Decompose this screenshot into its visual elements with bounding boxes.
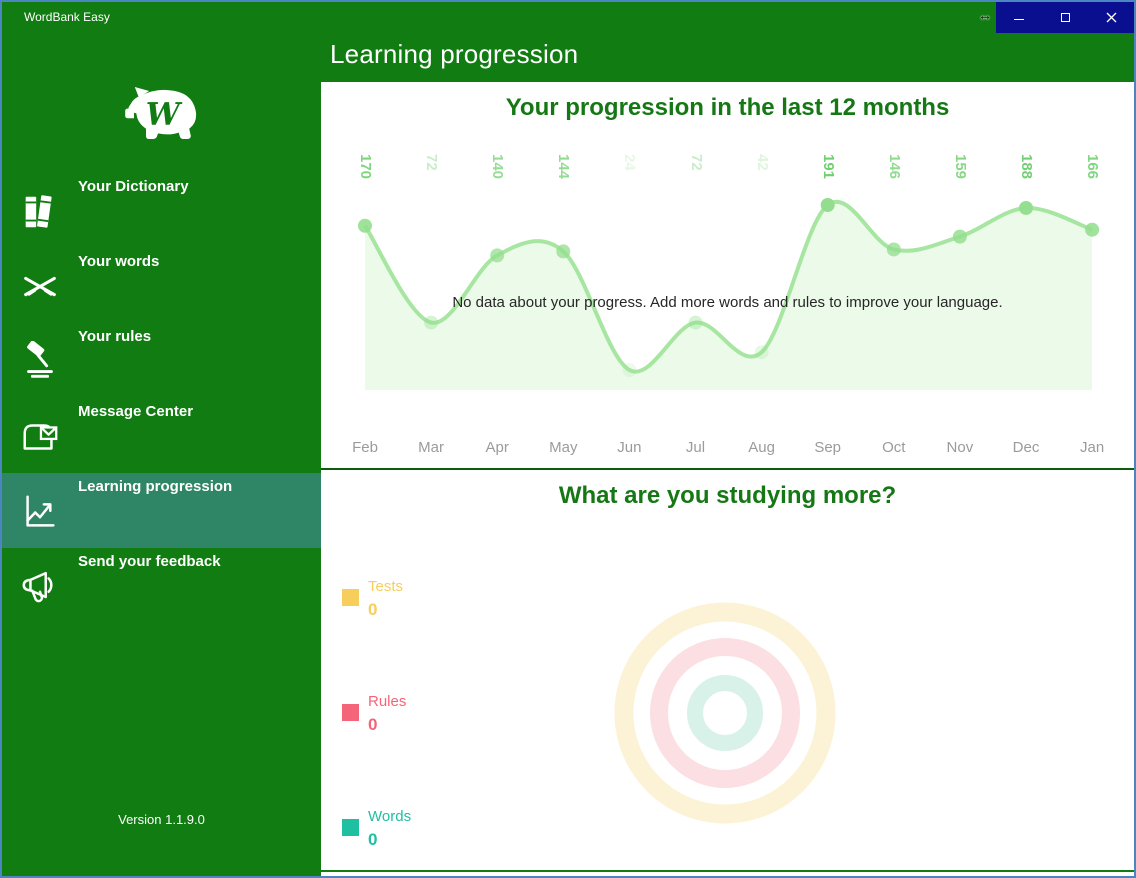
- data-point: [556, 244, 571, 259]
- legend-label: Tests: [368, 578, 404, 595]
- sidebar-item-send-your-feedback[interactable]: Send your feedback: [2, 548, 321, 623]
- data-point: [1019, 200, 1033, 215]
- legend-label: Words: [368, 808, 412, 825]
- study-chart-panel: What are you studying more? Tests 0 Rule…: [321, 470, 1134, 872]
- sidebar-item-message-center[interactable]: Message Center: [2, 398, 321, 473]
- month-label: Aug: [748, 439, 775, 456]
- resize-cursor-icon: ↔: [978, 7, 992, 23]
- legend-value: 0: [368, 600, 378, 619]
- month-label: May: [549, 439, 578, 456]
- line-chart-canvas: [358, 198, 1100, 390]
- sidebar-item-learning-progression[interactable]: Learning progression: [2, 473, 321, 548]
- megaphone-icon: [22, 571, 53, 603]
- month-label: Dec: [1012, 439, 1040, 456]
- data-point: [1085, 222, 1100, 237]
- data-point: [424, 315, 439, 330]
- month-label: Feb: [352, 439, 378, 456]
- progression-chart-panel: Your progression in the last 12 months 1…: [321, 82, 1134, 470]
- maximize-icon: [1060, 13, 1070, 22]
- sidebar-item-your-words[interactable]: Your words: [2, 248, 321, 323]
- chart-value-label: 146: [885, 154, 903, 180]
- close-button[interactable]: [1088, 2, 1134, 33]
- sidebar-item-label: Send your feedback: [78, 553, 221, 570]
- rules-swatch-icon: [342, 704, 359, 721]
- window-controls: [996, 2, 1134, 33]
- chart-value-label: 72: [423, 154, 441, 171]
- legend-value: 0: [368, 830, 378, 849]
- sidebar-nav: Your Dictionary Your words: [2, 173, 321, 623]
- month-label: Oct: [882, 439, 906, 456]
- sidebar-item-your-rules[interactable]: Your rules: [2, 323, 321, 398]
- mailbox-icon: [23, 424, 58, 450]
- sidebar-item-label: Your words: [78, 253, 160, 270]
- tests-swatch-icon: [342, 589, 359, 606]
- month-label: Jan: [1080, 439, 1105, 456]
- line-chart-icon: [26, 495, 55, 527]
- study-doughnut-chart: [614, 602, 836, 824]
- month-label: Jun: [617, 439, 642, 456]
- chart-value-label: 191: [819, 154, 837, 180]
- piggy-bank-logo-icon: W: [124, 87, 196, 139]
- no-data-message: No data about your progress. Add more wo…: [452, 294, 1003, 311]
- month-label: Jul: [685, 439, 706, 456]
- chart-value-label: 140: [489, 154, 507, 180]
- maximize-button[interactable]: [1042, 2, 1088, 33]
- svg-text:W: W: [145, 97, 182, 133]
- month-label: Apr: [485, 439, 509, 456]
- close-icon: [1106, 12, 1116, 23]
- legend-value: 0: [368, 715, 378, 734]
- sidebar-item-label: Learning progression: [78, 478, 233, 495]
- chart-value-label: 42: [753, 154, 771, 171]
- month-label: Sep: [814, 439, 842, 456]
- chart-value-label: 170: [357, 154, 374, 180]
- chart-value-label: 72: [687, 154, 705, 171]
- window-title: WordBank Easy: [24, 10, 110, 24]
- sidebar-item-label: Your rules: [78, 328, 152, 345]
- legend-item-tests: Tests 0: [342, 578, 502, 638]
- data-point: [490, 248, 505, 263]
- app-version: Version 1.1.9.0: [118, 812, 205, 827]
- chart-value-label: 166: [1084, 154, 1102, 180]
- books-icon: [25, 195, 52, 228]
- sidebar-item-your-dictionary[interactable]: Your Dictionary: [2, 173, 321, 248]
- data-point: [952, 229, 967, 244]
- sidebar-item-label: Your Dictionary: [78, 178, 189, 195]
- page-title: Learning progression: [330, 39, 579, 69]
- legend-item-rules: Rules 0: [342, 693, 502, 753]
- chart-value-label: 24: [621, 154, 639, 171]
- legend-label: Rules: [368, 693, 407, 710]
- data-point: [754, 345, 769, 360]
- titlebar: WordBank Easy ↔: [2, 2, 1134, 33]
- legend-item-words: Words 0: [342, 808, 502, 868]
- minimize-button[interactable]: [996, 2, 1042, 33]
- month-label: Mar: [418, 439, 445, 456]
- page-header: Learning progression: [321, 33, 1134, 82]
- sidebar: W Your Dictionary Your: [2, 33, 321, 876]
- app-logo: W: [2, 83, 321, 149]
- data-point: [820, 198, 835, 212]
- data-point: [886, 242, 901, 257]
- words-swatch-icon: [342, 819, 359, 836]
- data-point: [358, 218, 372, 233]
- month-label: Nov: [946, 439, 974, 456]
- main-content: Learning progression Your progression in…: [321, 33, 1134, 876]
- minimize-icon: [1014, 19, 1024, 20]
- chart-value-label: 159: [951, 154, 969, 180]
- chart-value-label: 188: [1018, 154, 1035, 180]
- study-chart-title: What are you studying more?: [558, 482, 897, 509]
- gavel-icon: [27, 341, 53, 378]
- chart-value-label: 144: [555, 154, 573, 180]
- data-point: [622, 363, 637, 377]
- progression-line-chart: 170 72 140 144 24 72 42 191 146 159 188 166 Feb Mar Ap…: [321, 82, 1134, 468]
- data-point: [688, 315, 703, 330]
- crossed-swords-icon: [24, 276, 56, 297]
- progression-chart-title: Your progression in the last 12 months: [505, 94, 950, 121]
- sidebar-item-label: Message Center: [78, 403, 194, 420]
